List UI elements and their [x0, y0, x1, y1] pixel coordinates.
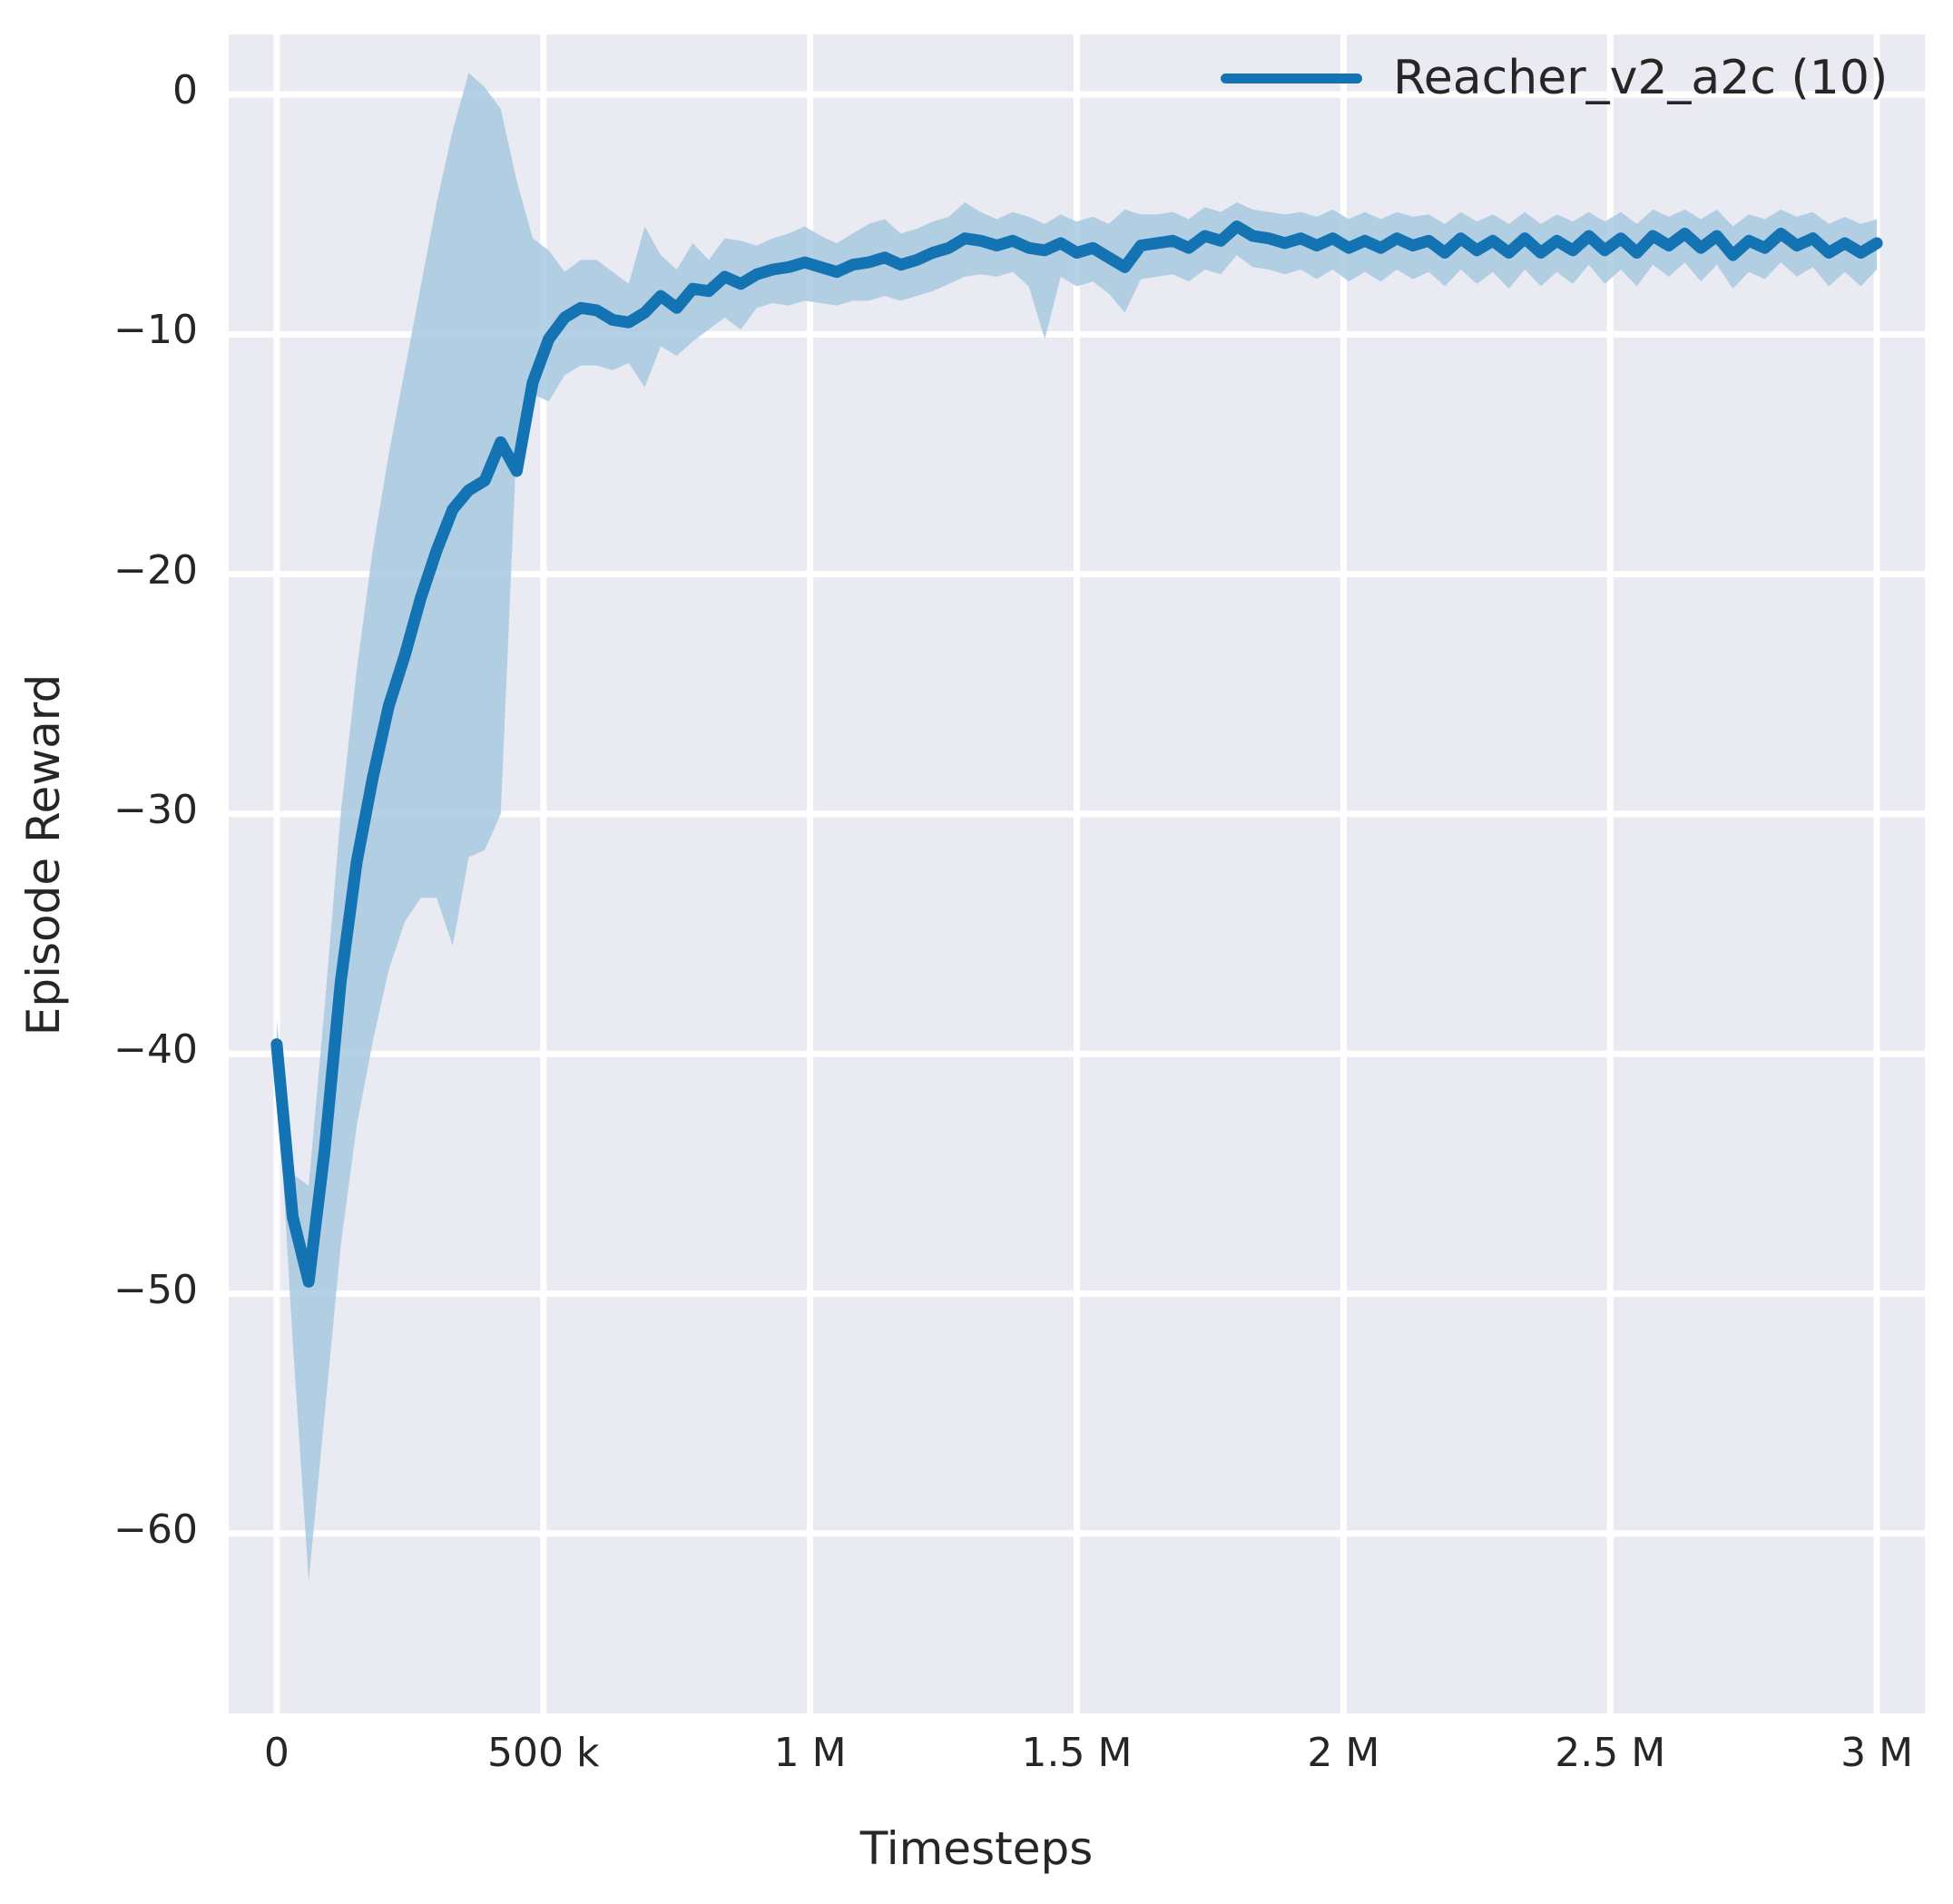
legend-line-swatch [1221, 73, 1362, 83]
x-axis-label: Timesteps [859, 1822, 1094, 1875]
confidence-band [276, 73, 1878, 1582]
y-tick-label: −50 [113, 1266, 198, 1313]
legend-label: Reacher_v2_a2c (10) [1393, 51, 1889, 105]
series-layer [270, 73, 1883, 1582]
x-tick-label: 2 M [1307, 1730, 1380, 1776]
x-tick-label: 500 k [487, 1730, 600, 1776]
grid-lines [229, 34, 1925, 1713]
plot-area [229, 34, 1925, 1713]
y-tick-label: −60 [113, 1506, 198, 1553]
x-tick-label: 2.5 M [1555, 1730, 1666, 1776]
series-line [270, 220, 1883, 1288]
y-tick-label: −40 [113, 1026, 198, 1074]
y-tick-label: −20 [113, 546, 198, 594]
y-tick-label: −30 [113, 786, 198, 833]
y-tick-label: 0 [172, 67, 198, 114]
legend[interactable]: Reacher_v2_a2c (10) [1212, 45, 1897, 111]
x-tick-label: 1 M [773, 1730, 847, 1776]
y-axis-label: Episode Reward [17, 673, 70, 1036]
x-tick-label: 0 [263, 1730, 290, 1776]
x-tick-label: 1.5 M [1021, 1730, 1133, 1776]
x-tick-label: 3 M [1840, 1730, 1914, 1776]
y-tick-label: −10 [113, 307, 198, 354]
